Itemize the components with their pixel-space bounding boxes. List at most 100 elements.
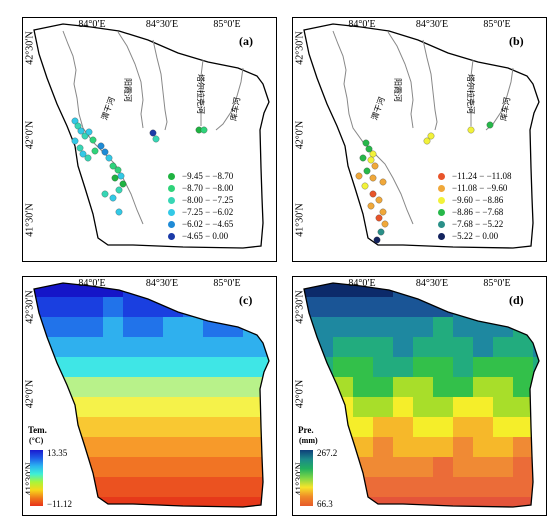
grid-cell	[83, 497, 104, 507]
grid-cell	[243, 457, 264, 478]
basin-boundary	[33, 23, 270, 249]
grid-cell	[353, 417, 374, 438]
sampling-point	[379, 178, 387, 186]
grid-cell	[163, 377, 184, 398]
grid-cell	[513, 397, 534, 418]
grid-cell	[393, 437, 414, 458]
grid-cell	[223, 477, 244, 498]
sampling-point	[365, 145, 373, 153]
grid-cell	[353, 297, 374, 318]
basin-map	[33, 23, 270, 249]
grid-cell	[243, 337, 264, 358]
legend-item: −7.25 − −6.02	[168, 206, 233, 218]
grid-cell	[263, 283, 269, 298]
grid-cell	[313, 377, 334, 398]
legend-text: −11.08 − −9.60	[452, 183, 508, 193]
colorbar-unit: (°C)	[29, 436, 44, 445]
grid-cell	[243, 397, 264, 418]
grid-cell	[453, 337, 474, 358]
legend-swatch	[438, 208, 445, 216]
grid-cell	[163, 337, 184, 358]
grid-cell	[373, 457, 394, 478]
grid-cell	[313, 357, 334, 378]
legend-item: −7.68 − −5.22	[438, 218, 512, 230]
sampling-point	[76, 144, 84, 152]
grid-cell	[43, 457, 64, 478]
grid-cell	[203, 417, 224, 438]
grid-cell	[123, 357, 144, 378]
grid-cell	[513, 317, 534, 338]
grid-cell	[103, 397, 124, 418]
grid-cell	[353, 477, 374, 498]
grid-cell	[373, 357, 394, 378]
legend-text: −9.60 − −8.86	[452, 195, 504, 205]
sampling-point	[71, 117, 79, 125]
grid-cell	[333, 497, 354, 507]
grid-cell	[203, 357, 224, 378]
legend-swatch	[168, 184, 175, 192]
sampling-point	[375, 214, 383, 222]
grid-cell	[63, 317, 84, 338]
grid-cell	[373, 497, 394, 507]
grid-cell	[243, 357, 264, 378]
grid-cell	[43, 397, 64, 418]
grid-cell	[333, 357, 354, 378]
river-line	[200, 59, 204, 126]
grid-cell	[34, 297, 44, 318]
grid-cell	[353, 357, 374, 378]
sampling-point	[361, 182, 369, 190]
grid-cell	[223, 337, 244, 358]
legend-swatch	[168, 172, 175, 180]
river-line	[62, 30, 144, 225]
grid-cell	[263, 497, 269, 507]
grid-cell	[513, 357, 534, 378]
river-line	[470, 59, 474, 126]
grid-cell	[393, 417, 414, 438]
sampling-point	[97, 142, 105, 150]
grid-cell	[453, 437, 474, 458]
sampling-point	[74, 122, 82, 130]
grid-cell	[103, 437, 124, 458]
river-line	[422, 39, 438, 131]
sampling-point	[79, 150, 87, 158]
sampling-point	[77, 127, 85, 135]
grid-cell	[353, 437, 374, 458]
grid-cell	[103, 283, 124, 298]
grid-cell	[433, 317, 454, 338]
grid-cell	[183, 437, 204, 458]
grid-cell	[493, 437, 514, 458]
grid-cell	[43, 377, 64, 398]
grid-cell	[83, 297, 104, 318]
grid-cell	[453, 477, 474, 498]
grid-cell	[353, 497, 374, 507]
sampling-point	[363, 167, 371, 175]
grid-cell	[103, 417, 124, 438]
longitude-tick-label: 84°30′E	[415, 19, 449, 30]
longitude-tick-label: 84°30′E	[415, 278, 449, 289]
grid-cell	[123, 477, 144, 498]
legend: −9.45 − −8.70 −8.70 − −8.00 −8.00 − −7.25 −…	[168, 170, 233, 242]
basin-boundary	[33, 282, 270, 508]
grid-cell	[143, 477, 164, 498]
grid-cell	[183, 417, 204, 438]
sampling-point	[375, 196, 383, 204]
grid-cell	[143, 337, 164, 358]
grid-cell	[123, 417, 144, 438]
map-panel-c: 84°0′E84°30′E85°0′E42°30′N42°0′N41°30′N(…	[22, 276, 277, 516]
grid-cell	[413, 417, 434, 438]
legend-item: −6.02 − −4.65	[168, 218, 233, 230]
colorbar-max-label: 13.35	[47, 448, 68, 458]
grid-cell	[313, 417, 334, 438]
grid-cell	[163, 317, 184, 338]
grid-cell	[163, 417, 184, 438]
grid-cell	[393, 337, 414, 358]
grid-cell	[63, 283, 84, 298]
latitude-tick-label: 41°30′N	[24, 203, 36, 237]
grid-cell	[63, 357, 84, 378]
grid-cell	[493, 417, 514, 438]
grid-cell	[223, 437, 244, 458]
grid-cell	[453, 417, 474, 438]
legend-swatch	[438, 220, 445, 228]
river-line	[215, 67, 244, 131]
latitude-tick-label: 42°30′N	[294, 290, 306, 324]
